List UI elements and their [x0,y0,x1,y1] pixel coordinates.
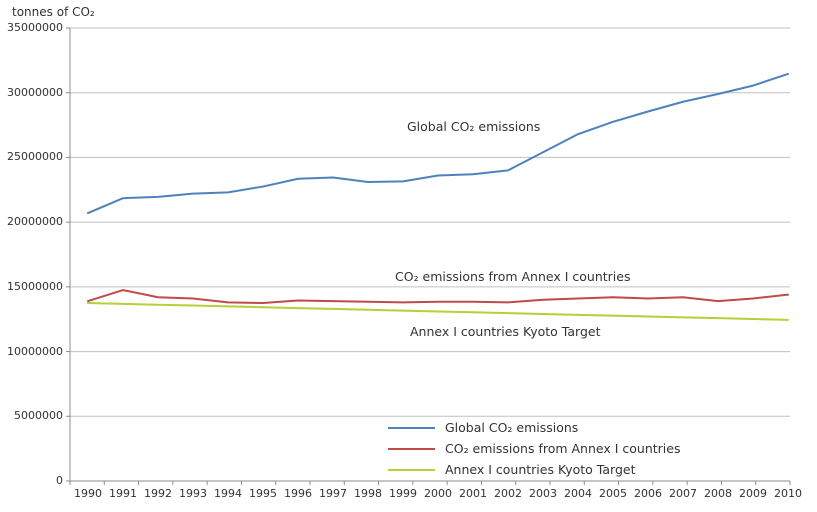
annotation-annex1-kyoto-target: Annex I countries Kyoto Target [410,324,601,339]
y-tick-label: 35000000 [7,21,63,34]
legend-item-annex1: CO₂ emissions from Annex I countries [388,438,681,459]
x-tick-label: 1997 [319,487,347,500]
annotation-global-co2-emissions: Global CO₂ emissions [407,119,541,134]
x-tick-label: 2009 [739,487,767,500]
y-tick-label: 0 [56,474,63,487]
y-tick-label: 15000000 [7,279,63,293]
x-tick-label: 2003 [529,487,557,500]
y-tick-label: 25000000 [7,150,63,164]
x-tick-label: 1995 [249,487,277,500]
x-tick-label: 1999 [389,487,417,500]
x-tick-label: 2007 [669,487,697,500]
y-tick-label: 5000000 [14,409,63,423]
annotation-annex1-co2-emissions: CO₂ emissions from Annex I countries [395,269,631,284]
x-tick-label: 2008 [704,487,732,500]
legend-item-kyoto: Annex I countries Kyoto Target [388,459,681,480]
x-tick-label: 1998 [354,487,382,500]
x-tick-label: 1994 [214,487,242,500]
x-tick-label: 2000 [424,487,452,500]
legend-label-kyoto: Annex I countries Kyoto Target [445,462,636,477]
y-tick-label: 20000000 [7,215,63,229]
legend-label-global: Global CO₂ emissions [445,420,579,435]
x-tick-label: 2010 [774,487,802,500]
chart-legend: Global CO₂ emissions CO₂ emissions from … [388,417,681,480]
x-tick-label: 1991 [109,487,137,500]
legend-item-global: Global CO₂ emissions [388,417,681,438]
x-tick-label: 2002 [494,487,522,500]
legend-line-kyoto-icon [388,468,435,471]
y-tick-label: 30000000 [7,85,63,99]
x-tick-label: 1990 [74,487,102,500]
x-tick-label: 2001 [459,487,487,500]
legend-line-global-icon [388,426,435,429]
x-tick-label: 1993 [179,487,207,500]
y-axis-title: tonnes of CO₂ [12,5,95,19]
x-tick-label: 2006 [634,487,662,500]
x-tick-label: 2005 [599,487,627,500]
x-tick-label: 1996 [284,487,312,500]
y-tick-label: 10000000 [7,344,63,358]
x-tick-label: 2004 [564,487,592,500]
x-tick-label: 1992 [144,487,172,500]
legend-label-annex1: CO₂ emissions from Annex I countries [445,441,681,456]
legend-line-annex1-icon [388,447,435,450]
